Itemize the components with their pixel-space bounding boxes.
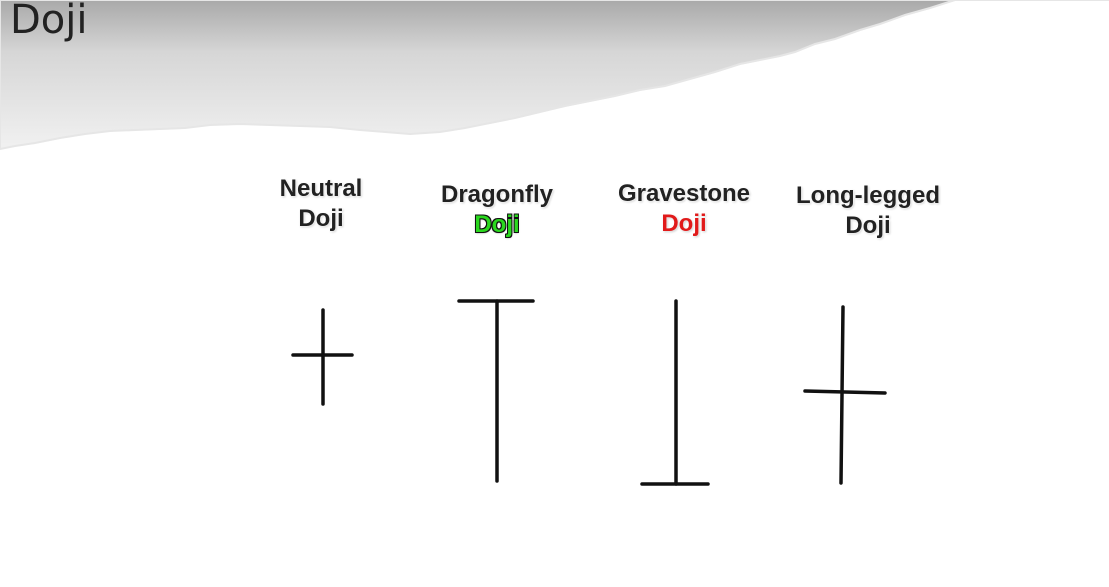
neutral-doji-label: Neutral Doji [248, 174, 394, 234]
dragonfly-doji-label: Dragonfly Doji [417, 180, 577, 240]
neutral-doji-label-line2: Doji [298, 205, 344, 232]
dragonfly-doji-label-line2: Doji [474, 211, 520, 238]
neutral-doji-candle [291, 308, 354, 406]
gravestone-doji-label: Gravestone Doji [598, 179, 770, 239]
long-legged-doji-label-line2: Doji [845, 212, 891, 239]
dragonfly-doji-label-line1: Dragonfly [440, 181, 553, 208]
dragonfly-doji-candle [457, 299, 535, 483]
slide-title: Doji [10, 0, 88, 43]
gravestone-doji-candle [640, 299, 710, 486]
gravestone-doji-label-line1: Gravestone [617, 180, 751, 207]
long-legged-doji-label: Long-legged Doji [778, 181, 958, 241]
neutral-doji-label-line1: Neutral [279, 175, 363, 202]
long-legged-doji-candle [803, 305, 887, 485]
long-legged-doji-label-line1: Long-legged [796, 182, 940, 209]
gravestone-doji-label-line2: Doji [661, 210, 707, 237]
torn-paper-header [0, 0, 1109, 151]
